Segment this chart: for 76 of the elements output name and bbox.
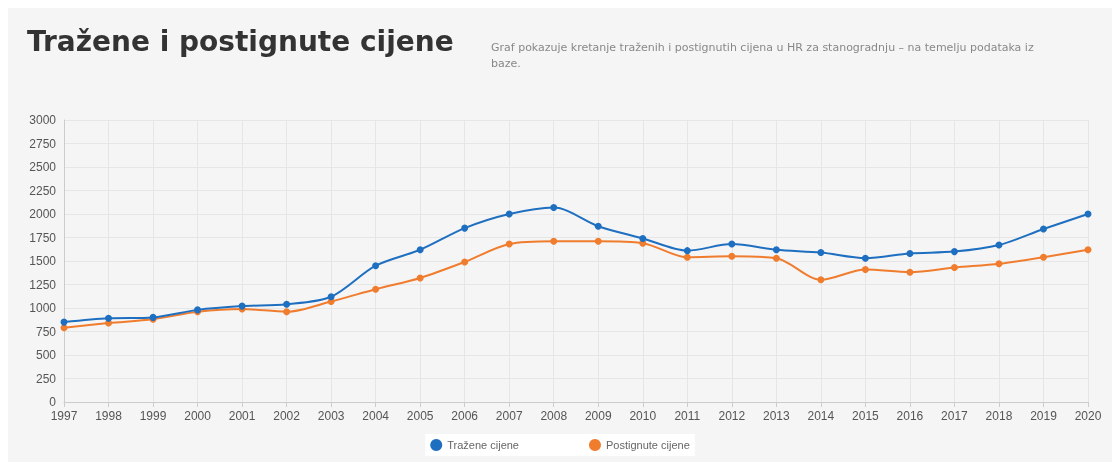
- point: [550, 203, 558, 211]
- point: [105, 314, 113, 322]
- point: [594, 237, 602, 245]
- y-tick-label: 2250: [29, 183, 57, 198]
- x-tick-label: 2000: [184, 409, 212, 423]
- x-tick-label: 1998: [95, 409, 123, 423]
- point: [550, 237, 558, 245]
- point: [372, 285, 380, 293]
- point: [772, 254, 780, 262]
- point: [505, 240, 513, 248]
- point: [594, 222, 602, 230]
- point: [950, 248, 958, 256]
- point: [683, 253, 691, 261]
- y-tick-label: 500: [35, 348, 57, 362]
- x-tick-label: 2019: [1030, 409, 1058, 423]
- x-tick-label: 2005: [406, 409, 434, 423]
- point: [861, 265, 869, 273]
- x-tick-label: 2010: [629, 409, 657, 423]
- y-tick-label: 1000: [29, 301, 57, 315]
- y-tick-label: 0: [49, 395, 57, 409]
- y-tick-label: 3000: [29, 113, 57, 127]
- point: [772, 246, 780, 254]
- point: [1039, 225, 1047, 233]
- x-tick-label: 2004: [362, 409, 390, 423]
- x-tick-label: 2015: [852, 409, 880, 423]
- x-tick-label: 2017: [941, 409, 969, 423]
- x-tick-label: 2014: [807, 409, 835, 423]
- point: [728, 252, 736, 260]
- point: [283, 300, 291, 308]
- point: [906, 249, 914, 257]
- x-tick-label: 2009: [584, 409, 612, 423]
- x-tick-label: 2020: [1074, 409, 1102, 423]
- x-tick-label: 2002: [273, 409, 301, 423]
- y-tick-label: 2750: [29, 136, 57, 151]
- point: [327, 293, 335, 301]
- point: [372, 262, 380, 270]
- point: [416, 274, 424, 282]
- legend-label: Tražene cijene: [447, 439, 519, 451]
- point: [1039, 253, 1047, 261]
- point: [995, 260, 1003, 268]
- point: [639, 234, 647, 242]
- x-tick-label: 2011: [674, 409, 701, 423]
- point: [416, 246, 424, 254]
- point: [461, 224, 469, 232]
- x-tick-label: 1997: [50, 409, 78, 423]
- point: [283, 308, 291, 316]
- y-tick-label: 1750: [29, 230, 57, 245]
- x-tick-label: 2008: [540, 409, 568, 423]
- x-tick-label: 1999: [139, 409, 167, 423]
- point: [906, 268, 914, 276]
- y-tick-label: 2000: [29, 207, 57, 221]
- x-tick-label: 2003: [317, 409, 345, 423]
- point: [461, 258, 469, 266]
- point: [505, 210, 513, 218]
- chart-title: Tražene i postignute cijene: [27, 24, 454, 58]
- x-tick-label: 2018: [985, 409, 1013, 423]
- point: [728, 240, 736, 248]
- point: [683, 247, 691, 255]
- y-tick-label: 2500: [29, 160, 57, 174]
- x-tick-label: 2012: [718, 409, 746, 423]
- x-tick-label: 2001: [228, 409, 256, 423]
- y-tick-label: 1250: [29, 277, 57, 292]
- y-tick-label: 750: [35, 324, 57, 339]
- point: [950, 264, 958, 272]
- x-tick-label: 2006: [451, 409, 479, 423]
- x-tick-label: 2013: [763, 409, 791, 423]
- y-tick-label: 1500: [29, 254, 57, 268]
- y-tick-label: 250: [35, 371, 57, 386]
- legend-label: Postignute cijene: [605, 439, 690, 451]
- point: [817, 249, 825, 257]
- point: [1084, 246, 1092, 254]
- x-tick-label: 2007: [495, 409, 523, 423]
- x-tick-label: 2016: [896, 409, 924, 423]
- chart-subtitle: Graf pokazuje kretanje traženih i postignutih cijena u HR za stanogradnju – na temelju podataka iz baze.: [491, 40, 1038, 70]
- point: [817, 276, 825, 284]
- point: [861, 254, 869, 262]
